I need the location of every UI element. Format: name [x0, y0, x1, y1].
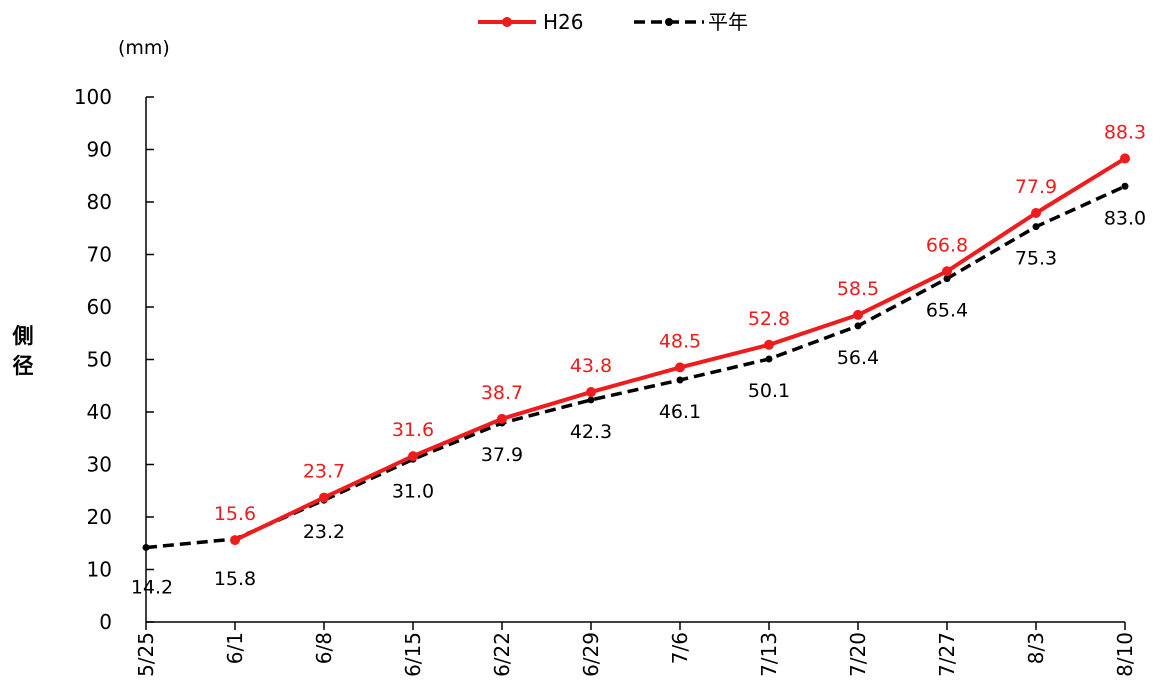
x-tick-label: 7/27: [935, 632, 959, 677]
y-tick-label: 20: [87, 505, 112, 529]
x-tick-label: 5/25: [134, 632, 158, 677]
data-point-h26: [319, 492, 329, 503]
series-layer: [142, 153, 1130, 551]
data-label-h26: 15.6: [214, 503, 256, 525]
y-tick-label: 80: [87, 190, 112, 214]
data-point-h26: [230, 535, 240, 546]
data-point-heinen: [943, 275, 951, 283]
data-label-h26: 48.5: [659, 330, 701, 352]
x-tick-label: 6/22: [490, 632, 514, 677]
legend-marker-h26: [502, 17, 512, 27]
y-axis-label-char: 側: [12, 324, 34, 348]
data-point-h26: [497, 413, 507, 424]
y-axis-label-char: 径: [13, 354, 34, 378]
data-point-heinen: [587, 396, 595, 404]
y-tick-label: 60: [87, 295, 112, 319]
data-label-heinen: 50.1: [748, 380, 790, 402]
data-point-heinen: [676, 376, 684, 384]
data-label-h26: 52.8: [748, 308, 790, 330]
x-tick-label: 7/6: [668, 632, 692, 664]
x-tick-label: 8/10: [1113, 632, 1137, 677]
data-point-heinen: [142, 543, 150, 551]
data-label-heinen: 15.8: [214, 568, 256, 590]
data-point-h26: [942, 266, 952, 277]
y-tick-label: 30: [87, 453, 112, 477]
legend-marker-heinen: [665, 18, 673, 26]
data-label-heinen: 42.3: [570, 421, 612, 443]
data-label-h26: 77.9: [1015, 176, 1057, 198]
data-point-h26: [586, 387, 596, 398]
legend: H26 平年: [478, 10, 748, 34]
data-label-h26: 88.3: [1104, 121, 1146, 143]
data-point-h26: [1120, 153, 1130, 164]
data-label-heinen: 23.2: [303, 521, 345, 543]
data-point-h26: [408, 451, 418, 462]
y-tick-label: 0: [99, 610, 112, 634]
data-label-heinen: 56.4: [837, 347, 879, 369]
data-label-h26: 31.6: [392, 419, 434, 441]
x-tick-label: 6/29: [579, 632, 603, 677]
data-label-heinen: 65.4: [926, 300, 968, 322]
data-label-h26: 38.7: [481, 382, 523, 404]
data-label-heinen: 46.1: [659, 401, 701, 423]
x-tick-label: 6/8: [312, 632, 336, 664]
y-tick-label: 40: [87, 400, 112, 424]
data-label-heinen: 37.9: [481, 444, 523, 466]
data-point-heinen: [1032, 223, 1040, 231]
x-tick-label: 7/13: [757, 632, 781, 677]
y-tick-label: 50: [87, 348, 112, 372]
data-label-heinen: 83.0: [1104, 207, 1146, 229]
data-point-heinen: [1121, 182, 1129, 190]
data-label-heinen: 31.0: [392, 480, 434, 502]
data-label-h26: 66.8: [926, 234, 968, 256]
x-tick-label: 6/15: [401, 632, 425, 677]
data-label-heinen: 75.3: [1015, 248, 1057, 270]
x-tick-label: 6/1: [223, 632, 247, 664]
legend-label-heinen: 平年: [708, 10, 748, 34]
data-label-h26: 58.5: [837, 278, 879, 300]
legend-label-h26: H26: [543, 10, 584, 34]
y-unit-label: (mm): [118, 37, 170, 59]
data-point-h26: [675, 362, 685, 373]
y-tick-label: 10: [87, 558, 112, 582]
y-tick-label: 90: [87, 138, 112, 162]
data-label-h26: 23.7: [303, 461, 345, 483]
axes: 0 10 20 30 40 50 60 70 80 90 100 5/25 6/1 6/8 6/15 6/22…: [74, 85, 1137, 677]
data-point-h26: [1031, 208, 1041, 219]
y-tick-label: 100: [74, 85, 112, 109]
data-point-heinen: [765, 355, 773, 363]
y-axis-label: 側径: [12, 324, 34, 378]
series-line-heinen: [145, 184, 1126, 550]
data-label-h26: 43.8: [570, 355, 612, 377]
x-tick-label: 8/3: [1024, 632, 1048, 664]
data-point-h26: [853, 309, 863, 320]
data-labels: 15.6 23.7 31.6 38.7 43.8 48.5 52.8 58.5 66.8 77.9…: [131, 121, 1146, 598]
data-label-heinen: 14.2: [131, 576, 173, 598]
y-tick-label: 70: [87, 243, 112, 267]
data-point-h26: [764, 339, 774, 350]
x-tick-label: 7/20: [846, 632, 870, 677]
data-point-heinen: [854, 322, 862, 330]
